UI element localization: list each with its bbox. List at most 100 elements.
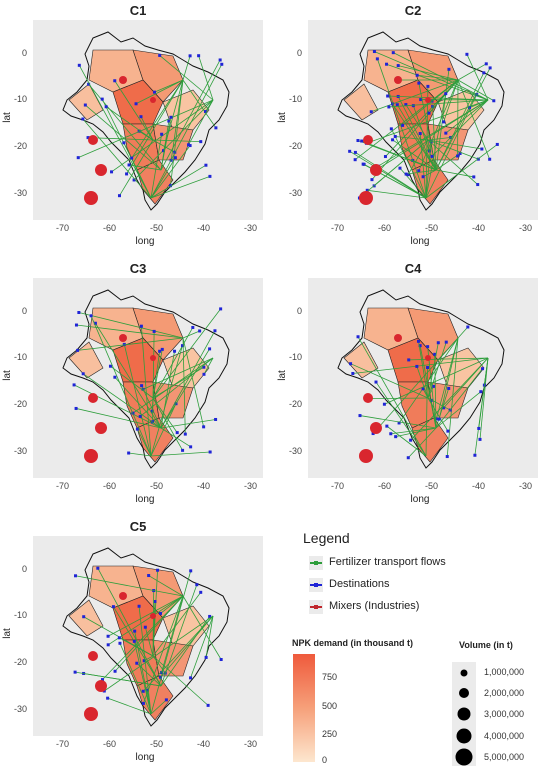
- flow-line: [73, 384, 162, 429]
- flow-line: [160, 595, 184, 614]
- flow-line: [143, 595, 184, 704]
- destination-point: [480, 147, 484, 151]
- destination-point: [183, 432, 187, 436]
- destination-point: [476, 183, 480, 187]
- destination-point: [132, 639, 136, 643]
- flow-line: [395, 427, 437, 438]
- state-region: [152, 381, 194, 419]
- destination-point: [481, 367, 485, 371]
- flow-line: [160, 584, 198, 687]
- x-tick: -50: [425, 481, 439, 491]
- mixer-point: [119, 76, 127, 84]
- destination-point: [164, 698, 168, 702]
- destination-point: [213, 329, 217, 333]
- destination-point: [204, 110, 208, 114]
- mixer-point: [370, 422, 382, 434]
- y-tick: -30: [14, 446, 28, 456]
- destination-point: [77, 311, 81, 315]
- flow-line: [410, 357, 489, 441]
- destination-point: [391, 102, 395, 106]
- destination-point: [138, 414, 142, 418]
- destination-point: [416, 339, 420, 343]
- destination-point: [161, 149, 165, 153]
- y-tick: 0: [22, 564, 28, 574]
- x-tick: -40: [197, 481, 211, 491]
- flow-line: [408, 357, 489, 361]
- destination-point: [180, 344, 184, 348]
- volume-dot: [460, 669, 468, 677]
- destination-point: [398, 166, 402, 170]
- flow-line: [359, 415, 437, 429]
- destination-point: [447, 386, 451, 390]
- destination-point: [426, 366, 430, 370]
- destination-point: [187, 143, 191, 147]
- destination-point: [434, 417, 438, 421]
- flow-line: [398, 65, 459, 81]
- destination-point: [73, 670, 77, 674]
- flow-line: [142, 615, 214, 692]
- mixer-point: [119, 334, 127, 342]
- flow-line: [152, 349, 163, 399]
- flow-line: [354, 79, 459, 161]
- mixer-point: [84, 449, 98, 463]
- x-axis-label: long: [135, 236, 155, 247]
- flow-line: [386, 425, 427, 457]
- plot-area: [308, 20, 538, 220]
- y-axis-label: lat: [1, 628, 13, 639]
- flow-line: [427, 137, 451, 141]
- panel-title: C3: [129, 261, 147, 276]
- flow-line: [114, 80, 154, 141]
- flow-line: [160, 348, 210, 429]
- flow-line: [160, 59, 221, 171]
- flow-line: [135, 79, 184, 105]
- mixer-point: [119, 592, 127, 600]
- destination-point: [353, 158, 357, 162]
- x-tick: -50: [425, 223, 439, 233]
- flow-line: [376, 58, 427, 199]
- destination-point: [430, 154, 434, 158]
- destination-point: [111, 605, 115, 609]
- destination-point: [394, 435, 398, 439]
- destination-point: [220, 62, 224, 66]
- destination-point: [195, 583, 199, 587]
- state-region: [162, 89, 210, 131]
- y-tick: -30: [14, 188, 28, 198]
- destination-point: [117, 194, 121, 198]
- flow-line: [107, 697, 152, 715]
- legend-key-destinations: [309, 578, 323, 592]
- x-tick: -40: [197, 223, 211, 233]
- flow-line: [152, 139, 175, 153]
- flow-line: [150, 64, 223, 199]
- legend-label-flow: Fertilizer transport flows: [329, 556, 446, 568]
- destination-point: [427, 111, 431, 115]
- flow-line: [90, 315, 152, 457]
- mixer-point: [425, 355, 431, 361]
- flow-line: [388, 99, 489, 108]
- x-axis-label: long: [135, 494, 155, 505]
- x-tick: -50: [150, 223, 164, 233]
- flow-line: [396, 104, 437, 171]
- flow-line: [97, 568, 162, 687]
- flow-line: [407, 427, 437, 458]
- destination-point: [353, 150, 357, 154]
- flow-line: [188, 99, 214, 145]
- flow-line: [152, 397, 178, 433]
- destination-point: [167, 119, 171, 123]
- flow-line: [374, 51, 489, 101]
- destination-point: [153, 600, 157, 604]
- flow-line: [119, 637, 154, 657]
- destination-point: [417, 169, 421, 173]
- flow-line: [398, 337, 459, 424]
- y-axis-label: lat: [276, 370, 288, 381]
- flow-line: [427, 342, 447, 399]
- mixer-point: [88, 651, 98, 661]
- legend-key-mixers: [309, 600, 323, 614]
- x-tick: -70: [331, 223, 345, 233]
- map-panel-c1: C1 lat long 0 -10 -20 -30 -70 -60 -50 -4…: [0, 0, 275, 258]
- destination-point: [393, 134, 397, 138]
- flow-line: [139, 357, 214, 417]
- x-axis-label: long: [410, 236, 430, 247]
- destination-point: [358, 414, 362, 418]
- destination-point: [173, 150, 177, 154]
- panel-title: C1: [129, 3, 147, 18]
